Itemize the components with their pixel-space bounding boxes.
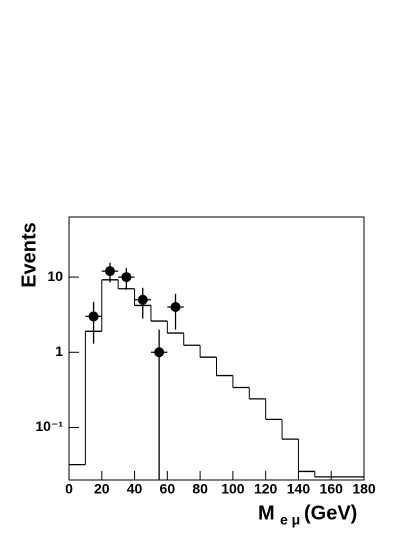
y-tick-label: 10⁻¹ <box>35 418 63 434</box>
y-axis-label: Events <box>18 222 40 288</box>
x-tick-label: 40 <box>127 481 143 497</box>
data-point <box>137 294 148 305</box>
data-point <box>88 311 99 322</box>
x-axis-label: M <box>258 502 275 524</box>
plot-frame <box>68 216 365 481</box>
data-point <box>104 266 115 277</box>
data-point <box>121 272 132 283</box>
x-tick-label: 0 <box>65 481 73 497</box>
data-point <box>154 347 165 358</box>
x-tick-label: 60 <box>160 481 176 497</box>
x-tick-label: 120 <box>254 481 278 497</box>
x-tick-label: 140 <box>287 481 311 497</box>
x-axis-label-sub: e μ <box>280 512 300 528</box>
x-axis-label-unit: (GeV) <box>304 502 357 524</box>
x-tick-label: 20 <box>94 481 110 497</box>
x-tick-label: 160 <box>320 481 344 497</box>
x-tick-label: 180 <box>352 481 376 497</box>
y-tick-label: 1 <box>55 343 63 359</box>
y-tick-label: 10 <box>47 268 63 284</box>
x-tick-label: 80 <box>192 481 208 497</box>
data-point <box>170 302 181 313</box>
x-tick-label: 100 <box>221 481 245 497</box>
